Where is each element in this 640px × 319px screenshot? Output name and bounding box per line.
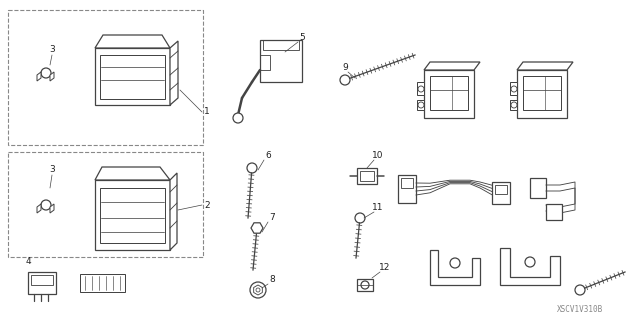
Text: 9: 9 (342, 63, 348, 72)
Polygon shape (95, 48, 170, 105)
Text: 8: 8 (269, 276, 275, 285)
Text: 4: 4 (25, 257, 31, 266)
Polygon shape (417, 82, 424, 95)
Text: 3: 3 (49, 166, 55, 174)
Bar (80, 274, 125, 292)
Bar (100, 55, 165, 99)
Polygon shape (50, 204, 54, 213)
Polygon shape (510, 82, 517, 95)
Bar (8, 10, 203, 145)
Polygon shape (170, 173, 177, 250)
Polygon shape (95, 180, 170, 250)
Text: 1: 1 (204, 108, 210, 116)
Text: 7: 7 (269, 213, 275, 222)
Bar (260, 55, 270, 70)
Text: 3: 3 (49, 46, 55, 55)
Polygon shape (500, 248, 560, 285)
Polygon shape (251, 223, 263, 233)
Bar (31, 275, 53, 285)
Bar (263, 40, 299, 50)
Polygon shape (37, 72, 41, 81)
Polygon shape (510, 100, 517, 110)
Polygon shape (517, 62, 573, 70)
Polygon shape (95, 167, 170, 180)
Text: 12: 12 (380, 263, 390, 272)
Bar (398, 175, 416, 203)
Circle shape (250, 282, 266, 298)
Circle shape (575, 285, 585, 295)
Bar (530, 178, 546, 198)
Bar (100, 188, 165, 243)
Bar (28, 272, 56, 294)
Polygon shape (424, 62, 480, 70)
Polygon shape (430, 250, 480, 285)
Bar (401, 178, 413, 188)
Circle shape (41, 200, 51, 210)
Text: 10: 10 (372, 151, 384, 160)
Text: 6: 6 (265, 151, 271, 160)
Circle shape (41, 68, 51, 78)
Circle shape (340, 75, 350, 85)
Polygon shape (37, 204, 41, 213)
Polygon shape (417, 100, 424, 110)
Polygon shape (424, 70, 474, 118)
Text: 5: 5 (299, 33, 305, 42)
Bar (357, 279, 373, 291)
Text: 11: 11 (372, 204, 384, 212)
Bar (260, 40, 302, 82)
Circle shape (233, 113, 243, 123)
Bar (492, 182, 510, 204)
Bar (357, 168, 377, 184)
Bar (495, 185, 507, 194)
Bar (8, 152, 203, 257)
Text: 2: 2 (204, 201, 210, 210)
Polygon shape (170, 41, 178, 105)
Polygon shape (517, 70, 567, 118)
Circle shape (247, 163, 257, 173)
Text: XSCV1V310B: XSCV1V310B (557, 306, 603, 315)
Polygon shape (50, 72, 54, 81)
Circle shape (355, 213, 365, 223)
Bar (546, 204, 562, 220)
Polygon shape (95, 35, 170, 48)
Bar (360, 171, 374, 181)
